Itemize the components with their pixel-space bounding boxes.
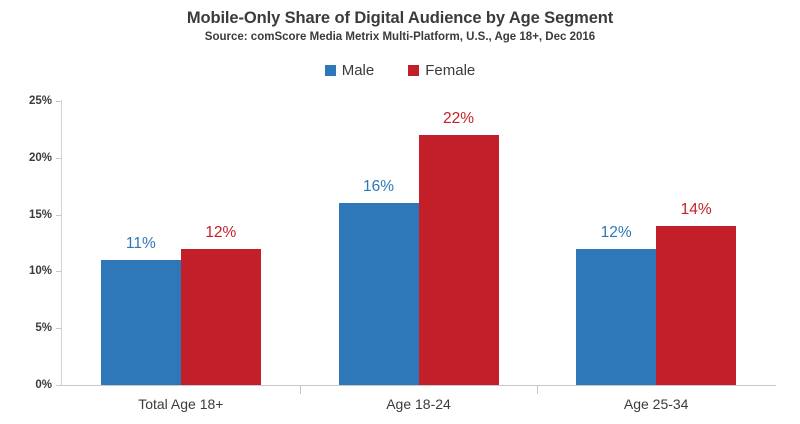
x-axis-tick-mark	[537, 386, 539, 394]
bar-female-total-age-18[interactable]	[180, 248, 261, 385]
y-axis-tick-label: 15%	[28, 208, 52, 221]
x-axis-line	[61, 385, 776, 386]
legend-label-male: Male	[341, 62, 375, 79]
y-axis-tick-mark	[56, 271, 61, 273]
bar-value-label: 12%	[600, 223, 632, 241]
x-axis-category-label: Age 25-34	[623, 396, 689, 412]
y-axis-tick-label: 20%	[28, 151, 52, 164]
x-axis-tick-mark	[299, 386, 301, 394]
x-axis-category-label: Age 18-24	[386, 396, 451, 412]
bar-male-age-25-34[interactable]	[576, 248, 657, 385]
chart-legend: Male Female	[0, 62, 800, 79]
y-axis-tick-mark	[56, 214, 61, 216]
legend-item-female[interactable]: Female	[408, 62, 475, 79]
y-axis-tick-mark	[56, 385, 61, 386]
bar-value-label: 11%	[125, 235, 156, 253]
plot-area	[62, 101, 775, 385]
y-axis-tick-mark	[56, 328, 61, 330]
y-axis-tick-label: 10%	[28, 265, 52, 278]
bar-value-label: 12%	[205, 223, 237, 241]
chart-title: Mobile-Only Share of Digital Audience by…	[186, 9, 614, 27]
bar-female-age-25-34[interactable]	[656, 225, 737, 385]
y-axis-tick-label: 5%	[35, 322, 52, 335]
y-axis-tick-mark	[56, 101, 61, 102]
bar-value-label: 14%	[680, 200, 712, 218]
legend-label-female: Female	[425, 62, 476, 79]
bar-value-label: 16%	[362, 178, 395, 196]
legend-item-male[interactable]: Male	[324, 62, 375, 79]
bar-value-label: 22%	[442, 110, 475, 128]
legend-swatch-male-icon	[324, 65, 336, 76]
chart-subtitle: Source: comScore Media Metrix Multi-Plat…	[204, 31, 596, 43]
y-axis-line	[61, 100, 62, 386]
y-axis-tick-mark	[56, 157, 61, 159]
y-axis-tick-label: 0%	[35, 379, 52, 391]
bar-female-age-18-24[interactable]	[418, 135, 499, 385]
y-axis-tick-label: 25%	[28, 95, 52, 107]
legend-swatch-female-icon	[408, 65, 420, 76]
y-axis: 0% 5% 10% 15% 20% 25%	[0, 0, 52, 424]
bar-male-total-age-18[interactable]	[100, 260, 181, 385]
bar-male-age-18-24[interactable]	[338, 203, 419, 385]
x-axis-category-label: Total Age 18+	[138, 396, 224, 412]
